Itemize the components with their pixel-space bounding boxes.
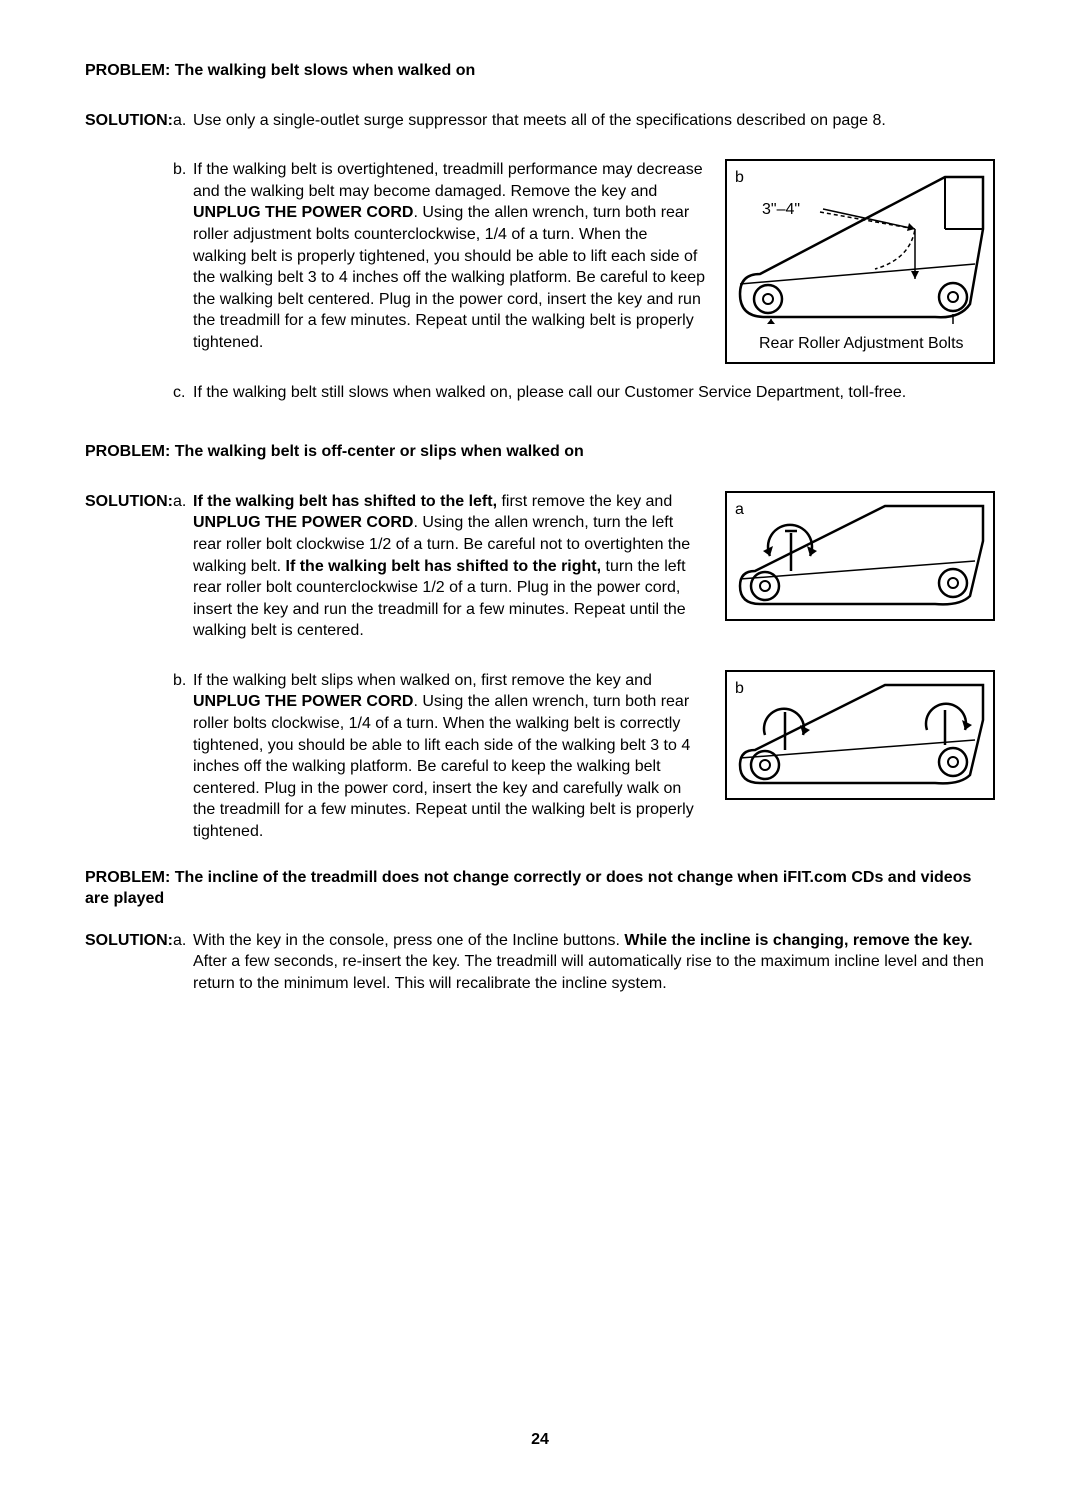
solution-1b-with-diagram: b. If the walking belt is overtightened,… bbox=[173, 159, 995, 367]
text-segment: If the walking belt slips when walked on… bbox=[193, 672, 652, 689]
solution-label-3: SOLUTION: bbox=[85, 930, 173, 1009]
item-text: With the key in the console, press one o… bbox=[193, 930, 995, 995]
item-letter: a. bbox=[173, 930, 193, 995]
bold-text: UNPLUG THE POWER CORD bbox=[193, 204, 413, 221]
item-text: If the walking belt has shifted to the l… bbox=[193, 491, 705, 642]
solution-1a: a. Use only a single-outlet surge suppre… bbox=[173, 110, 995, 132]
diagram-2b: b bbox=[725, 670, 995, 800]
item-letter: a. bbox=[173, 110, 193, 132]
problem-1-header: PROBLEM: The walking belt slows when wal… bbox=[85, 60, 995, 82]
solution-1-content: a. Use only a single-outlet surge suppre… bbox=[173, 110, 995, 418]
problem-1-title: The walking belt slows when walked on bbox=[175, 62, 476, 79]
page-number: 24 bbox=[85, 1429, 995, 1451]
item-letter: a. bbox=[173, 491, 193, 642]
solution-3-content: a. With the key in the console, press on… bbox=[173, 930, 995, 1009]
solution-2-content: a. If the walking belt has shifted to th… bbox=[173, 491, 995, 857]
text-segment: If the walking belt is overtightened, tr… bbox=[193, 161, 703, 200]
treadmill-rear-icon bbox=[735, 169, 989, 324]
solution-label-2: SOLUTION: bbox=[85, 491, 173, 857]
item-text: If the walking belt slips when walked on… bbox=[193, 670, 705, 843]
diagram-2a: a bbox=[725, 491, 995, 621]
item-letter: c. bbox=[173, 382, 193, 404]
text-segment: . Using the allen wrench, turn both rear… bbox=[193, 693, 694, 840]
item-letter: b. bbox=[173, 670, 193, 843]
item-text: If the walking belt still slows when wal… bbox=[193, 382, 995, 404]
bold-text: UNPLUG THE POWER CORD bbox=[193, 514, 413, 531]
text-segment: With the key in the console, press one o… bbox=[193, 932, 624, 949]
solution-2a: a. If the walking belt has shifted to th… bbox=[173, 491, 705, 642]
problem-label: PROBLEM: bbox=[85, 869, 170, 886]
diagram-1b: b 3"–4" bbox=[725, 159, 995, 364]
item-text: If the walking belt is overtightened, tr… bbox=[193, 159, 705, 353]
problem-2-header: PROBLEM: The walking belt is off-center … bbox=[85, 441, 995, 463]
solution-1c: c. If the walking belt still slows when … bbox=[173, 382, 995, 404]
problem-label: PROBLEM: bbox=[85, 62, 170, 79]
solution-label-1: SOLUTION: bbox=[85, 110, 173, 418]
bold-text: While the incline is changing, remove th… bbox=[624, 932, 972, 949]
text-segment: first remove the key and bbox=[497, 493, 672, 510]
bold-text: UNPLUG THE POWER CORD bbox=[193, 693, 413, 710]
solution-3: SOLUTION: a. With the key in the console… bbox=[85, 930, 995, 1009]
solution-3a: a. With the key in the console, press on… bbox=[173, 930, 995, 995]
item-text: Use only a single-outlet surge suppresso… bbox=[193, 110, 995, 132]
item-letter: b. bbox=[173, 159, 193, 353]
solution-2a-with-diagram: a. If the walking belt has shifted to th… bbox=[173, 491, 995, 656]
solution-2b: b. If the walking belt slips when walked… bbox=[173, 670, 705, 843]
problem-label: PROBLEM: bbox=[85, 443, 170, 460]
solution-1b: b. If the walking belt is overtightened,… bbox=[173, 159, 705, 353]
solution-2: SOLUTION: a. If the walking belt has shi… bbox=[85, 491, 995, 857]
text-segment: . Using the allen wrench, turn both rear… bbox=[193, 204, 705, 351]
bold-text: If the walking belt has shifted to the r… bbox=[286, 558, 602, 575]
diagram-caption: Rear Roller Adjustment Bolts bbox=[759, 333, 964, 355]
text-segment: After a few seconds, re-insert the key. … bbox=[193, 953, 984, 992]
problem-3-title: The incline of the treadmill does not ch… bbox=[85, 869, 971, 908]
problem-2-title: The walking belt is off-center or slips … bbox=[175, 443, 584, 460]
treadmill-roller-icon bbox=[735, 501, 989, 611]
solution-1: SOLUTION: a. Use only a single-outlet su… bbox=[85, 110, 995, 418]
bold-text: If the walking belt has shifted to the l… bbox=[193, 493, 497, 510]
solution-2b-with-diagram: b. If the walking belt slips when walked… bbox=[173, 670, 995, 857]
treadmill-roller-both-icon bbox=[735, 680, 989, 790]
problem-3-header: PROBLEM: The incline of the treadmill do… bbox=[85, 867, 995, 910]
